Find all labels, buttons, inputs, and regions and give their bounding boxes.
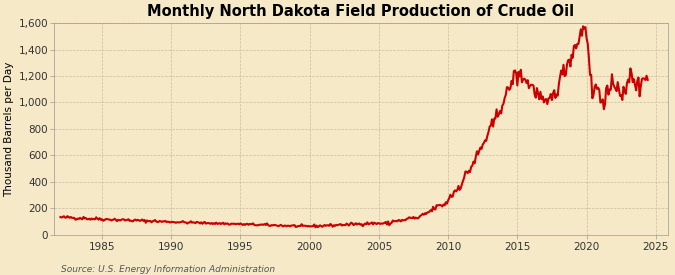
Title: Monthly North Dakota Field Production of Crude Oil: Monthly North Dakota Field Production of… xyxy=(147,4,574,19)
Y-axis label: Thousand Barrels per Day: Thousand Barrels per Day xyxy=(4,61,14,197)
Text: Source: U.S. Energy Information Administration: Source: U.S. Energy Information Administ… xyxy=(61,265,275,274)
